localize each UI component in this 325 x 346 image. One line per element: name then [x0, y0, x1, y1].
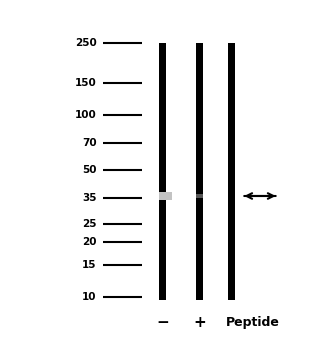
Text: −: −: [156, 315, 169, 330]
Text: 70: 70: [82, 138, 97, 148]
Text: 100: 100: [75, 110, 97, 120]
Text: 35: 35: [82, 193, 97, 203]
Bar: [159, 43, 166, 300]
Text: 250: 250: [75, 38, 97, 48]
Text: 25: 25: [82, 219, 97, 229]
Text: Peptide: Peptide: [226, 316, 280, 329]
Bar: [196, 43, 203, 300]
Text: +: +: [193, 315, 206, 330]
Text: 50: 50: [82, 165, 97, 175]
Text: 15: 15: [82, 260, 97, 270]
Text: 10: 10: [82, 292, 97, 302]
Bar: [196, 194, 203, 198]
Text: 150: 150: [75, 78, 97, 88]
Text: 20: 20: [82, 237, 97, 247]
Bar: [228, 43, 235, 300]
Bar: [159, 192, 172, 200]
Bar: [159, 192, 172, 200]
